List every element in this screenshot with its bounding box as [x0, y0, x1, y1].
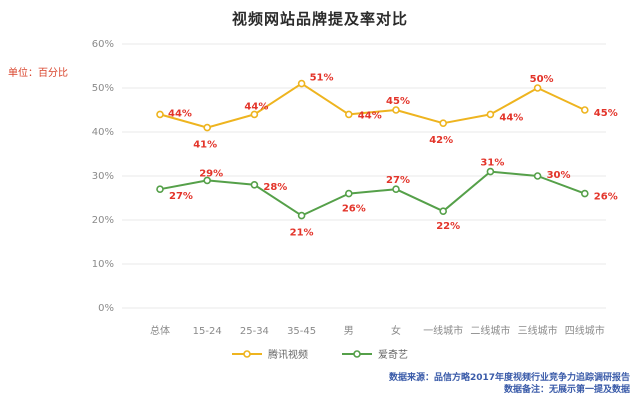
footnote-source: 数据来源：品信方略2017年度视频行业竞争力追踪调研报告 — [388, 373, 630, 383]
data-point-label: 44% — [168, 108, 192, 119]
data-point — [486, 110, 495, 119]
data-point-label: 50% — [530, 74, 554, 85]
data-point — [156, 110, 164, 119]
legend-label: 爱奇艺 — [378, 350, 408, 361]
data-point — [392, 185, 400, 193]
y-tick-label: 60% — [92, 39, 114, 50]
legend-item-1: 爱奇艺 — [342, 346, 408, 361]
chart-title: 视频网站品牌提及率对比 — [231, 10, 408, 28]
y-tick-label: 0% — [98, 303, 114, 314]
data-point — [439, 207, 448, 215]
data-point-label: 29% — [199, 168, 223, 179]
data-point — [486, 167, 495, 176]
data-point — [580, 106, 589, 114]
data-point — [344, 110, 353, 119]
data-point-label: 31% — [480, 158, 504, 169]
y-tick-label: 40% — [92, 127, 114, 138]
data-point-label: 44% — [499, 112, 523, 123]
x-axis-label: 一线城市 — [423, 324, 463, 337]
data-point-label: 26% — [342, 204, 366, 215]
x-axis-label: 女 — [391, 324, 401, 337]
data-point-label: 44% — [244, 101, 268, 112]
data-point-label: 45% — [386, 96, 410, 107]
data-point-label: 44% — [358, 110, 382, 121]
data-point-label: 26% — [594, 192, 618, 203]
legend-marker-icon — [232, 349, 262, 358]
footnote-note: 数据备注：无展示第一提及数据 — [503, 385, 630, 395]
legend-label: 腾讯视频 — [268, 350, 308, 361]
data-point-label: 27% — [169, 191, 193, 202]
data-point-label: 22% — [436, 221, 460, 232]
data-point-label: 28% — [263, 182, 287, 193]
y-axis-unit-label: 单位：百分比 — [8, 68, 68, 79]
data-point — [203, 176, 211, 185]
data-point-label: 21% — [290, 228, 314, 239]
x-axis-label: 15-24 — [193, 326, 222, 337]
data-point — [250, 181, 259, 189]
data-point — [439, 119, 448, 127]
series-line-1 — [159, 170, 586, 217]
y-tick-label: 50% — [92, 83, 114, 94]
data-point — [250, 110, 259, 119]
data-point — [533, 84, 542, 92]
chart-legend: 腾讯视频 爱奇艺 — [0, 346, 640, 361]
y-tick-label: 20% — [92, 215, 114, 226]
data-point — [156, 185, 164, 193]
data-point — [297, 211, 306, 220]
data-point — [533, 172, 542, 180]
x-axis-label: 二线城市 — [470, 324, 510, 337]
data-point-label: 51% — [310, 73, 334, 84]
x-axis-label: 25-34 — [240, 326, 269, 337]
series-line-0 — [159, 82, 586, 129]
x-axis-label: 四线城市 — [565, 324, 605, 337]
legend-item-0: 腾讯视频 — [232, 346, 308, 361]
data-point-label: 42% — [429, 135, 453, 146]
data-point — [580, 189, 589, 198]
footnotes: 数据来源：品信方略2017年度视频行业竞争力追踪调研报告 数据备注：无展示第一提… — [389, 372, 630, 396]
data-point-label: 30% — [547, 170, 571, 181]
data-point-label: 41% — [193, 140, 217, 151]
x-axis-label: 总体 — [150, 324, 170, 337]
data-point — [392, 106, 400, 114]
data-point-label: 27% — [386, 175, 410, 186]
x-axis-label: 三线城市 — [518, 324, 558, 337]
y-tick-label: 10% — [92, 259, 114, 270]
data-point — [344, 189, 353, 198]
x-axis-label: 男 — [344, 325, 354, 337]
data-point — [297, 79, 306, 88]
legend-marker-icon — [342, 349, 372, 358]
data-point — [203, 123, 211, 132]
data-point-label: 45% — [594, 108, 618, 119]
x-axis-label: 35-45 — [287, 326, 316, 337]
y-tick-label: 30% — [92, 171, 114, 182]
